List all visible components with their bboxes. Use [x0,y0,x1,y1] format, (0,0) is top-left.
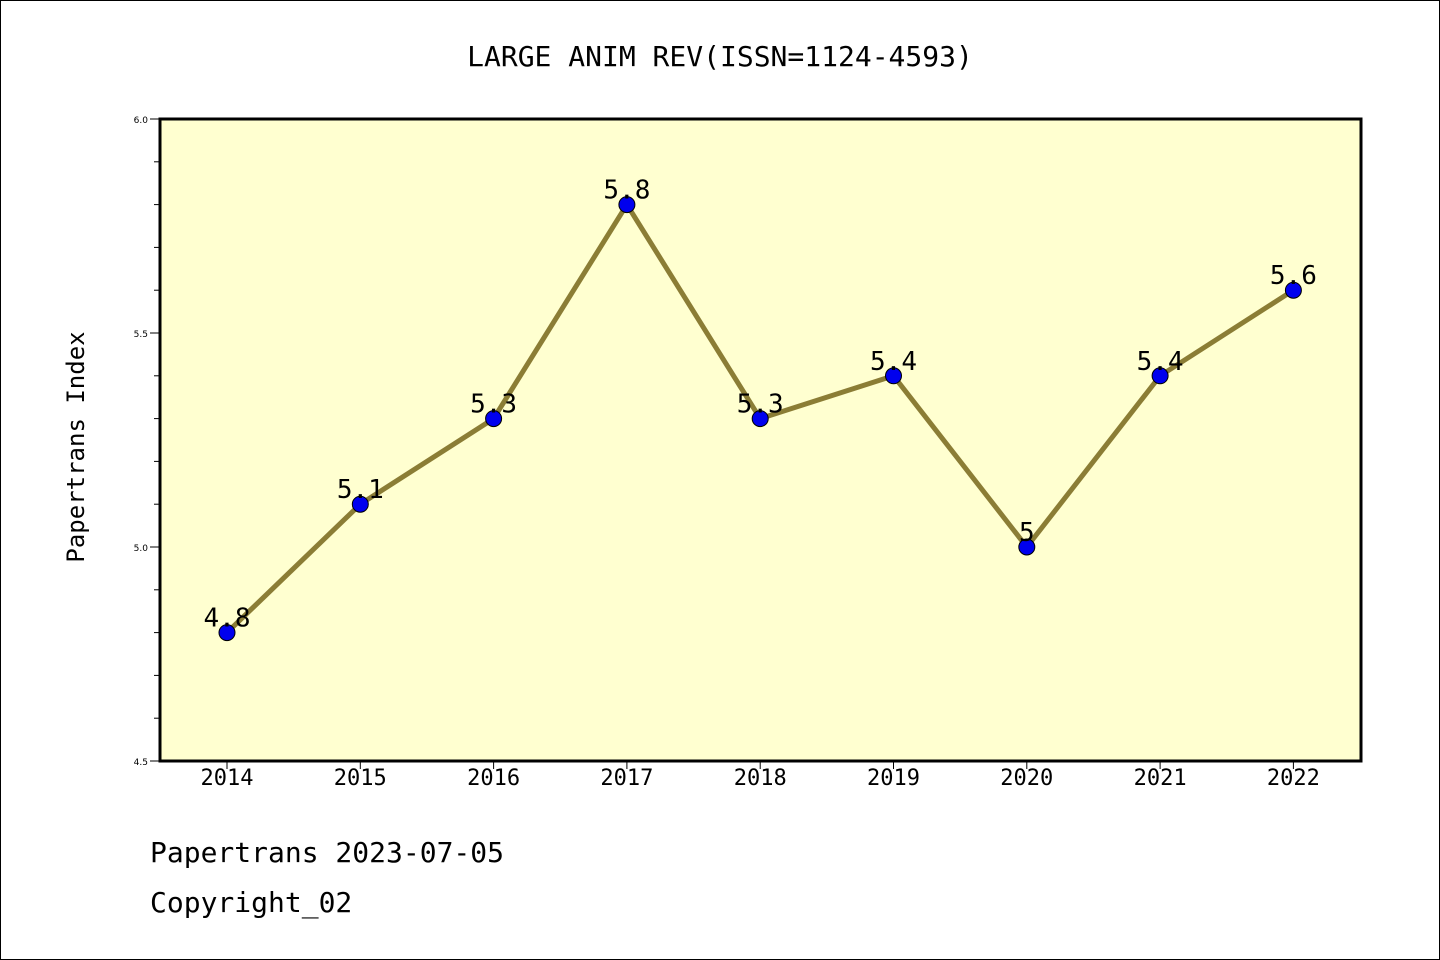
x-tick-label: 2018 [734,766,787,791]
x-tick-label: 2020 [1000,766,1053,791]
data-point [218,624,236,642]
footer-copyright: Copyright_02 [150,886,353,919]
y-tick-label: 5.0 [134,544,149,554]
y-axis: 4.5 5.0 5.5 6.0 [134,116,160,768]
data-label: 5.1 [337,475,384,505]
x-tick-label: 2015 [334,766,387,791]
x-tick-label: 2021 [1134,766,1187,791]
data-labels-layer: 4.8 5.1 5.3 5.8 5.3 5.4 5 5.4 5.6 [204,176,1317,634]
data-point [485,410,503,428]
chart-title: LARGE ANIM REV(ISSN=1124-4593) [467,40,973,73]
data-label: 5.4 [1137,347,1184,377]
y-tick-label: 5.5 [134,330,148,340]
data-label: 5 [1019,518,1035,548]
x-tick-label: 2019 [867,766,920,791]
data-label: 5.4 [870,347,917,377]
x-tick-label: 2016 [467,766,520,791]
y-axis-label: Papertrans Index [62,331,90,562]
data-point [1018,538,1036,556]
x-axis: 2014 2015 2016 2017 2018 2019 2020 2021 2022 [201,761,1320,791]
data-point [618,196,636,214]
y-tick-label: 6.0 [134,116,149,126]
data-point [351,495,369,513]
data-label: 5.8 [603,176,650,206]
x-tick-label: 2017 [600,766,653,791]
data-label: 5.3 [737,390,784,420]
data-point [1284,281,1302,299]
data-label: 5.6 [1270,261,1317,291]
x-tick-label: 2022 [1267,766,1320,791]
plot-area [158,117,1363,763]
data-point [1151,367,1169,385]
x-tick-label: 2014 [201,766,254,791]
data-label: 5.3 [470,390,517,420]
data-point [751,410,769,428]
data-label: 4.8 [204,604,251,634]
markers-layer [218,196,1302,642]
data-point [885,367,902,385]
y-tick-label: 4.5 [134,758,148,768]
footer-date: Papertrans 2023-07-05 [150,836,505,869]
